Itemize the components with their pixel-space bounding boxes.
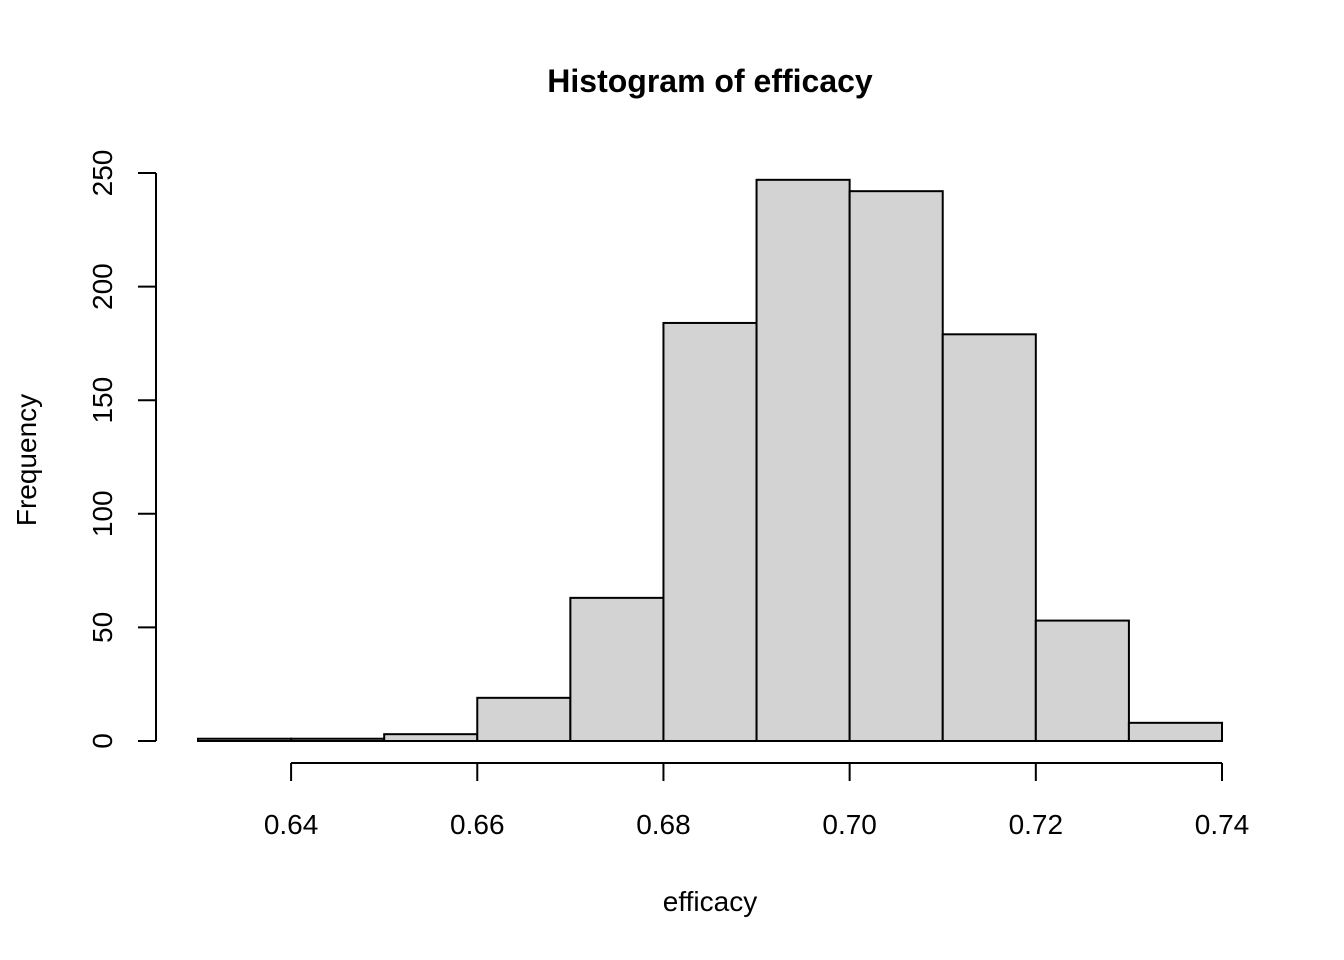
histogram-bar [1034, 619, 1130, 742]
y-tick-label: 50 [87, 612, 118, 643]
x-tick-label: 0.66 [450, 809, 505, 840]
histogram-bar [755, 178, 851, 743]
x-tick-label: 0.72 [1009, 809, 1064, 840]
histogram-bar [1127, 721, 1223, 742]
y-axis-label: Frequency [11, 394, 42, 526]
histogram-bar [848, 190, 944, 742]
histogram-bar [197, 737, 293, 743]
y-tick-label: 250 [87, 150, 118, 197]
y-tick-label: 100 [87, 490, 118, 537]
y-axis: 0 50 100 150 200 250 [87, 150, 157, 749]
x-axis: 0.64 0.66 0.68 0.70 0.72 0.74 [264, 762, 1250, 840]
x-tick-label: 0.68 [636, 809, 691, 840]
chart-title: Histogram of efficacy [547, 63, 873, 99]
x-tick-label: 0.70 [822, 809, 877, 840]
x-axis-label: efficacy [663, 886, 757, 917]
histogram-bar [569, 596, 665, 743]
histogram-bar [941, 333, 1037, 742]
x-tick-label: 0.64 [264, 809, 319, 840]
y-tick-label: 150 [87, 377, 118, 424]
x-tick-label: 0.74 [1195, 809, 1250, 840]
histogram-bar [476, 696, 572, 742]
histogram-bar [290, 737, 386, 743]
histogram-bar [662, 321, 758, 742]
y-tick-label: 0 [87, 733, 118, 749]
y-tick-label: 200 [87, 263, 118, 310]
bars-group [197, 178, 1223, 743]
histogram-bar [383, 733, 479, 743]
